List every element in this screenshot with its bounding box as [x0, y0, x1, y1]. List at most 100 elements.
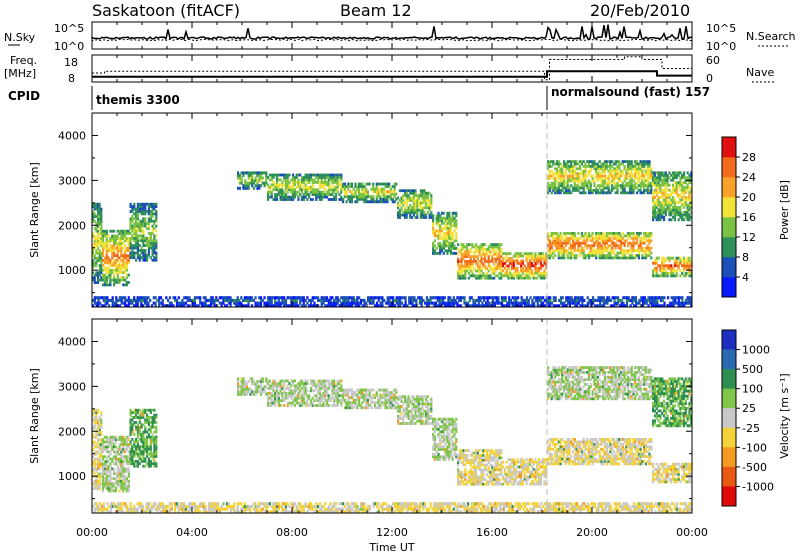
rti-cell — [679, 208, 682, 212]
rti-cell — [213, 301, 216, 305]
rti-cell — [648, 177, 651, 180]
rti-cell — [675, 301, 679, 305]
rti-cell — [564, 232, 567, 235]
rti-cell — [138, 227, 141, 230]
rti-cell — [548, 249, 551, 252]
rti-cell — [566, 241, 569, 245]
rti-cell — [116, 263, 119, 267]
rti-cell — [588, 298, 591, 302]
rti-cell — [120, 465, 123, 468]
rti-cell — [661, 298, 664, 302]
rti-cell — [543, 298, 546, 302]
rti-cell — [254, 171, 257, 175]
rti-cell — [93, 237, 96, 240]
rti-cell — [107, 261, 110, 265]
rti-cell — [642, 301, 645, 305]
rti-cell — [539, 274, 542, 278]
rti-cell — [92, 234, 95, 238]
rti-cell — [442, 221, 445, 225]
rti-cell — [411, 208, 414, 212]
rti-cell — [440, 226, 444, 230]
rti-cell — [336, 188, 339, 192]
rti-cell — [102, 276, 105, 279]
rti-cell — [379, 195, 382, 199]
rti-cell — [662, 274, 666, 278]
rti-cell — [490, 304, 493, 308]
rti-cell — [642, 304, 645, 308]
rti-cell — [449, 239, 453, 243]
rti-cell — [591, 179, 594, 183]
rti-cell — [270, 301, 273, 305]
rti-cell — [281, 298, 284, 302]
rti-cell — [679, 256, 682, 260]
rti-cell — [127, 246, 130, 250]
rti-cell — [293, 190, 296, 194]
rti-cell — [611, 239, 614, 243]
rti-cell — [600, 174, 603, 178]
rti-cell — [595, 304, 598, 308]
rti-cell — [657, 171, 660, 175]
rti-cell — [485, 260, 488, 263]
rti-cell — [402, 213, 405, 217]
rti-cell — [552, 296, 555, 300]
rti-cell — [125, 263, 128, 267]
rti-cell — [113, 435, 116, 439]
rti-cell — [543, 254, 546, 258]
rti-cell — [109, 438, 112, 441]
rti-cell — [140, 234, 143, 238]
rti-cell — [274, 185, 277, 189]
rti-cell — [113, 462, 116, 466]
rti-cell — [625, 249, 628, 252]
rti-cell — [404, 304, 407, 308]
rti-cell — [118, 435, 121, 439]
rti-cell — [620, 191, 623, 195]
rti-cell — [641, 239, 644, 243]
rti-cell — [453, 219, 456, 223]
rti-cell — [573, 249, 576, 252]
rti-cell — [529, 269, 532, 273]
rti-cell — [512, 254, 515, 258]
rti-cell — [288, 296, 291, 300]
rti-cell — [290, 185, 293, 189]
rti-cell — [97, 249, 100, 253]
rti-cell — [456, 301, 459, 305]
rti-cell — [467, 276, 470, 280]
rti-cell — [100, 227, 103, 231]
date-title: 20/Feb/2010 — [590, 1, 690, 20]
rti-cell — [288, 185, 291, 189]
rti-cell — [464, 245, 467, 249]
rti-cell — [204, 298, 207, 302]
rti-cell — [365, 301, 368, 305]
rti-cell — [265, 179, 268, 183]
rti-cell — [95, 435, 98, 439]
rti-cell — [559, 232, 562, 235]
rti-cell — [496, 262, 499, 266]
rti-cell — [511, 257, 514, 260]
rti-cell — [529, 264, 532, 268]
rti-cell — [491, 267, 494, 270]
rti-cell — [443, 301, 446, 305]
rti-cell — [433, 229, 436, 233]
rti-cell — [570, 160, 573, 163]
rti-cell — [684, 261, 687, 265]
rti-cell — [409, 296, 413, 300]
rti-cell — [103, 469, 106, 473]
rti-cell — [311, 304, 314, 308]
rti-cell — [279, 304, 282, 308]
rti-cell — [113, 249, 116, 253]
rti-cell — [115, 304, 118, 308]
rti-cell — [114, 246, 117, 250]
rti-cell — [590, 304, 593, 308]
rti-cell — [155, 229, 158, 233]
rti-cell — [524, 298, 527, 302]
rti-cell — [541, 264, 544, 268]
power-cells — [92, 160, 693, 308]
rti-cell — [329, 176, 332, 179]
rti-cell — [614, 184, 617, 187]
rti-cell — [557, 256, 560, 260]
rti-cell — [516, 252, 519, 255]
rti-cell — [299, 188, 302, 192]
rti-cell — [125, 256, 128, 260]
rti-cell — [636, 169, 639, 173]
rti-cell — [579, 251, 582, 255]
